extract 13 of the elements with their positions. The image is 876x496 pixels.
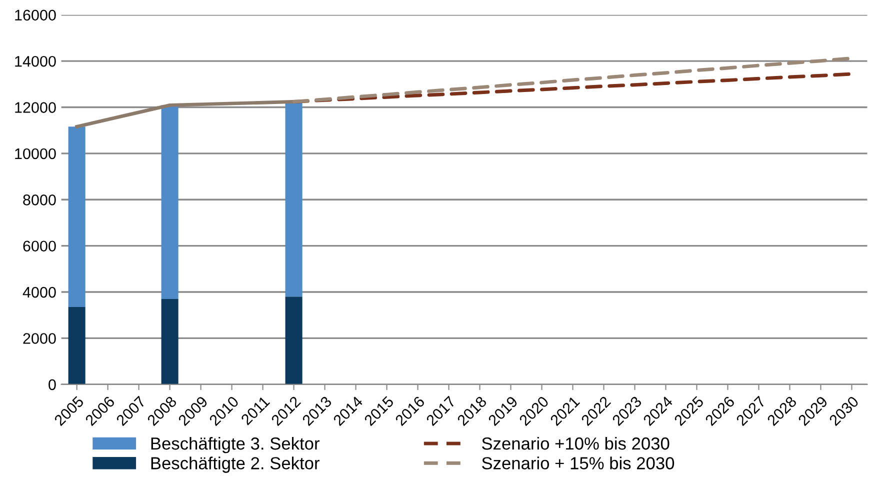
y-tick-label: 2000 [23,333,56,344]
y-tick-label: 10000 [15,148,56,160]
y-tick-label: 4000 [22,286,56,298]
legend-label: Beschäftigte 3. Sektor [151,436,320,454]
y-tick-label: 16000 [15,10,56,21]
y-tick-label: 0 [48,379,56,390]
y-tick-label: 8000 [23,194,56,206]
legend-label: Beschäftigte 2. Sektor [151,456,320,473]
y-tick-label: 14000 [15,56,56,67]
legend-label: Szenario + 15% bis 2030 [482,456,674,470]
y-tick-label: 12000 [15,102,56,113]
y-tick-label: 6000 [23,240,56,252]
legend-label: Szenario +10% bis 2030 [482,436,670,450]
